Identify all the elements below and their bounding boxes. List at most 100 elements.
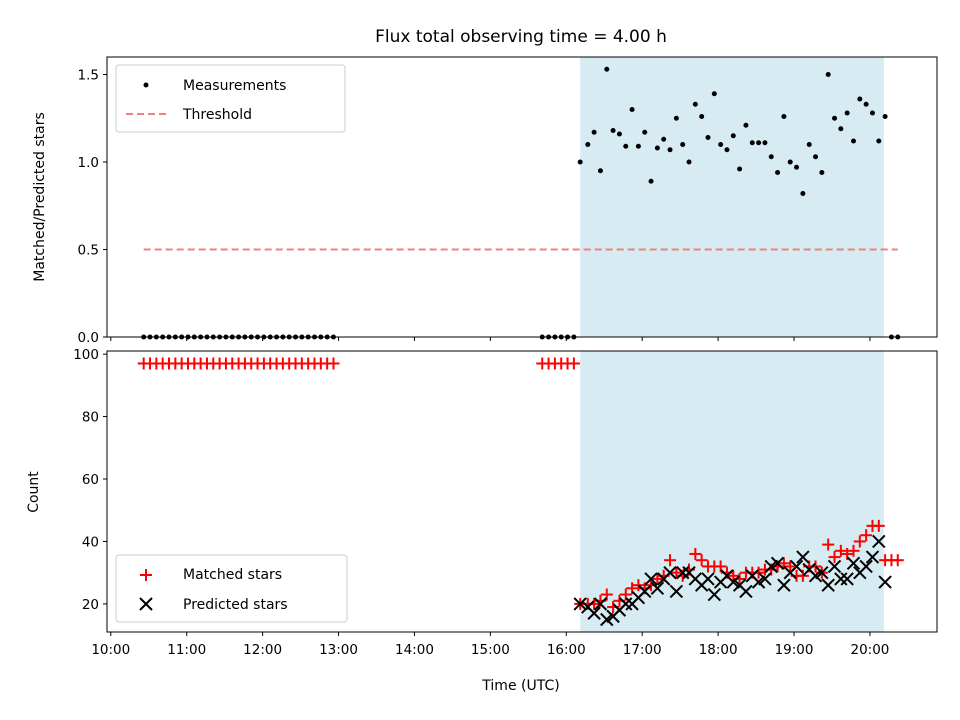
- predicted-stars-point: [726, 575, 741, 589]
- measurements-point: [597, 168, 603, 174]
- measurements-point: [876, 138, 882, 144]
- matched-stars-point: [327, 357, 340, 370]
- legend-threshold-label: Threshold: [182, 107, 252, 123]
- matched-stars-point: [853, 535, 866, 548]
- measurements-point: [768, 154, 774, 160]
- ratio-plot-frame: [106, 56, 938, 338]
- count-ytick-label: 80: [82, 410, 99, 426]
- count-legend-box: [115, 554, 348, 623]
- predicted-stars-point: [707, 587, 722, 602]
- measurements-point: [642, 129, 648, 135]
- predicted-stars-point: [619, 597, 633, 611]
- matched-stars-point: [872, 519, 885, 532]
- predicted-stars-point: [808, 569, 823, 583]
- count-xtick-label: 18:00: [699, 642, 738, 658]
- matched-stars-point: [847, 544, 860, 557]
- count-y-axis: 20 40 60 80 100: [73, 347, 107, 613]
- measurements-point: [699, 114, 705, 119]
- predicted-stars-point: [650, 581, 665, 595]
- measurements-point: [705, 135, 711, 140]
- legend-measurements-label: Measurements: [183, 78, 286, 94]
- predicted-stars-point: [751, 575, 766, 589]
- predicted-stars-point: [777, 578, 791, 592]
- matched-stars-point: [632, 579, 645, 592]
- measurements-point: [844, 110, 850, 116]
- measurements-point: [800, 191, 806, 196]
- measurements-point: [730, 133, 736, 139]
- predicted-stars-point: [789, 559, 804, 574]
- measurements-point: [756, 140, 762, 146]
- legend-predicted-label: Predicted stars: [183, 597, 288, 613]
- measurements-point: [825, 72, 831, 77]
- predicted-stars-point: [758, 572, 772, 586]
- legend-predicted-marker: [139, 597, 153, 611]
- count-marks: [137, 357, 904, 627]
- predicted-stars-point: [872, 534, 886, 549]
- measurements-point: [661, 136, 667, 142]
- count-xtick-label: 11:00: [167, 642, 206, 658]
- predicted-stars-point: [821, 578, 835, 592]
- matched-stars-point: [695, 554, 708, 567]
- matched-stars-point: [891, 554, 904, 567]
- ratio-y-axis-label: Matched/Predicted stars: [32, 112, 48, 282]
- measurements-point: [623, 143, 629, 149]
- count-shaded-span: [580, 351, 884, 632]
- measurements-point: [850, 138, 856, 144]
- measurements-point: [616, 131, 622, 137]
- ratio-legend-box: [115, 64, 346, 133]
- measurements-point: [794, 164, 800, 170]
- predicted-stars-point: [878, 575, 892, 589]
- count-xtick-label: 14:00: [395, 642, 434, 658]
- measurements-point: [857, 96, 863, 102]
- matched-stars-point: [567, 357, 580, 370]
- measurements-point: [686, 159, 692, 165]
- matched-stars-point: [834, 544, 847, 557]
- measurements-point: [667, 147, 673, 153]
- measurements-point: [806, 142, 812, 147]
- measurements-point: [585, 142, 591, 147]
- measurements-point: [591, 129, 597, 135]
- predicted-stars-point: [644, 572, 658, 586]
- count-x-axis: 10:00 11:00 12:00 13:00 14:00 15:00 16:00 17:00…: [91, 632, 889, 658]
- measurements-point: [673, 115, 679, 121]
- measurements-point: [775, 170, 781, 175]
- predicted-stars-point: [739, 584, 753, 599]
- measurements-point: [762, 140, 768, 146]
- measurements-point: [718, 142, 724, 147]
- predicted-stars-point: [840, 572, 854, 586]
- count-ytick-label: 20: [82, 597, 99, 613]
- measurements-point: [832, 115, 838, 121]
- predicted-stars-point: [827, 559, 842, 574]
- predicted-stars-point: [815, 565, 829, 580]
- predicted-stars-point: [593, 597, 608, 611]
- measurements-point: [604, 66, 610, 72]
- matched-stars-point: [784, 560, 797, 573]
- count-panel: 20 40 60 80 100 10:00 11:00 12:00 13:00 14:00 15:…: [26, 347, 938, 694]
- matched-stars-point: [822, 538, 835, 551]
- matched-stars-point: [651, 572, 664, 585]
- measurements-point: [724, 147, 730, 153]
- count-legend: Matched stars Predicted stars: [115, 554, 348, 623]
- measurements-point: [692, 101, 698, 107]
- matched-stars-point: [670, 566, 683, 579]
- measurements-point: [743, 122, 749, 128]
- measurements-point: [737, 166, 743, 172]
- matched-stars-point: [828, 551, 841, 564]
- ratio-ytick-label: 0.5: [78, 243, 99, 259]
- measurements-point: [882, 114, 888, 119]
- measurements-point: [635, 143, 641, 149]
- measurements-point: [838, 126, 844, 132]
- ratio-legend: Measurements Threshold: [115, 64, 346, 133]
- count-ytick-label: 100: [73, 347, 99, 363]
- predicted-stars-point: [675, 565, 690, 580]
- measurements-point: [610, 128, 616, 133]
- measurements-point: [781, 114, 787, 119]
- matched-stars-point: [689, 547, 702, 560]
- predicted-stars-point: [573, 597, 587, 611]
- measurements-point: [577, 159, 583, 165]
- ratio-x-axis: [110, 337, 871, 341]
- count-y-axis-label: Count: [26, 471, 42, 513]
- count-ytick-label: 40: [82, 534, 99, 550]
- measurements-point: [629, 107, 635, 112]
